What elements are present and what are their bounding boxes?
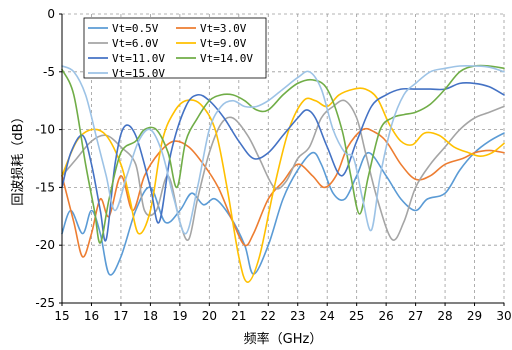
y-tick-label-2: -10 xyxy=(35,123,55,137)
x-tick-label-11: 26 xyxy=(378,309,393,323)
series-line-4 xyxy=(61,82,505,242)
legend-label-2: Vt=6.0V xyxy=(112,37,159,50)
x-tick-label-15: 30 xyxy=(496,309,511,323)
legend: Vt=0.5V Vt=3.0V Vt=6.0V Vt=9.0V Vt=11.0V Vt=1… xyxy=(83,17,267,80)
legend-label-3: Vt=9.0V xyxy=(200,37,247,50)
legend-label-5: Vt=14.0V xyxy=(200,52,253,65)
x-tick-label-4: 19 xyxy=(172,309,187,323)
series-line-0 xyxy=(61,132,505,276)
y-tick-labels: 0 -5 -10 -15 -20 -25 xyxy=(35,7,62,310)
x-tick-label-12: 27 xyxy=(408,309,423,323)
x-tick-label-14: 29 xyxy=(467,309,482,323)
series-line-5 xyxy=(61,64,505,244)
legend-label-6: Vt=15.0V xyxy=(112,67,165,80)
x-tick-label-8: 23 xyxy=(290,309,305,323)
legend-label-4: Vt=11.0V xyxy=(112,52,165,65)
x-tick-label-5: 20 xyxy=(202,309,217,323)
y-tick-label-4: -20 xyxy=(35,238,55,252)
y-tick-label-5: -25 xyxy=(35,296,55,310)
y-tick-label-3: -15 xyxy=(35,180,55,194)
x-tick-label-9: 24 xyxy=(320,309,335,323)
x-tick-label-2: 17 xyxy=(113,309,128,323)
y-tick-label-1: -5 xyxy=(43,65,55,79)
series-line-3 xyxy=(61,87,505,283)
legend-label-1: Vt=3.0V xyxy=(200,22,247,35)
x-tick-label-10: 25 xyxy=(349,309,364,323)
x-tick-label-13: 28 xyxy=(437,309,452,323)
x-tick-label-1: 16 xyxy=(84,309,99,323)
legend-box xyxy=(83,17,267,79)
series-line-2 xyxy=(61,99,505,242)
axes xyxy=(61,14,504,304)
x-tick-label-7: 22 xyxy=(261,309,276,323)
y-tick-label-0: 0 xyxy=(47,7,55,21)
x-tick-label-0: 15 xyxy=(54,309,69,323)
x-axis-label: 频率（GHz） xyxy=(244,331,323,347)
y-axis-label: 回波损耗（dB） xyxy=(11,110,26,205)
x-tick-labels: 15 16 17 18 19 20 21 22 23 24 25 26 27 28 29 30 xyxy=(54,303,512,323)
series-lines xyxy=(61,64,505,283)
x-tick-label-3: 18 xyxy=(143,309,158,323)
x-tick-label-6: 21 xyxy=(231,309,246,323)
legend-label-0: Vt=0.5V xyxy=(112,22,159,35)
series-line-6 xyxy=(61,64,505,235)
